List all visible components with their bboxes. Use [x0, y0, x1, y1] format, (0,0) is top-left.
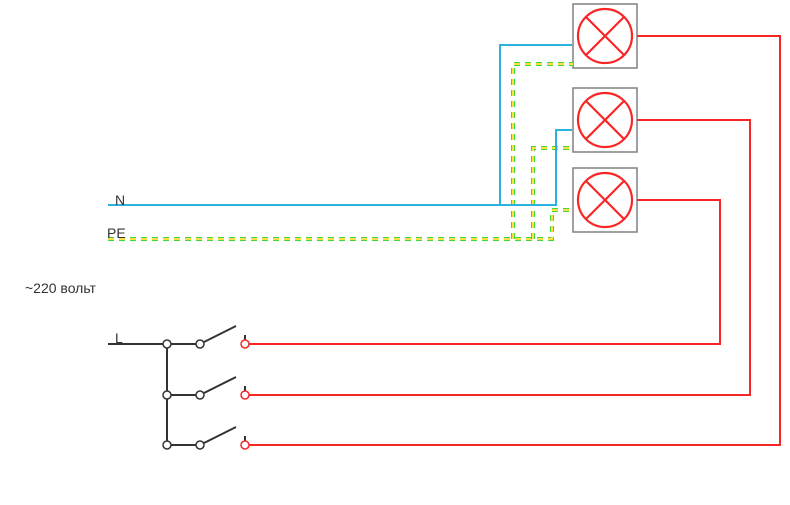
label-neutral: N — [115, 192, 125, 208]
wire-n-1 — [500, 45, 572, 205]
switch-node-in-2 — [163, 441, 171, 449]
switch-arm-0 — [200, 326, 236, 344]
switch-arm-2 — [200, 427, 236, 445]
wire-l-out-2 — [245, 36, 780, 445]
switch-node-out-2 — [241, 441, 249, 449]
label-line: L — [115, 330, 123, 346]
wire-pe-0 — [108, 210, 573, 239]
wire-n-0 — [108, 130, 572, 205]
switch-arm-1 — [200, 377, 236, 395]
label-voltage: ~220 вольт — [25, 280, 96, 296]
wire-pe-2 — [513, 64, 573, 239]
label-protective-earth: PE — [107, 225, 126, 241]
wire-pe-1 — [533, 148, 573, 239]
wire-l-out-0 — [245, 200, 720, 344]
switch-node-in-1 — [163, 391, 171, 399]
switch-node-out-1 — [241, 391, 249, 399]
circuit-diagram — [0, 0, 790, 505]
wire-l-out-1 — [245, 120, 750, 395]
switch-node-out-0 — [241, 340, 249, 348]
switch-node-in-0 — [163, 340, 171, 348]
